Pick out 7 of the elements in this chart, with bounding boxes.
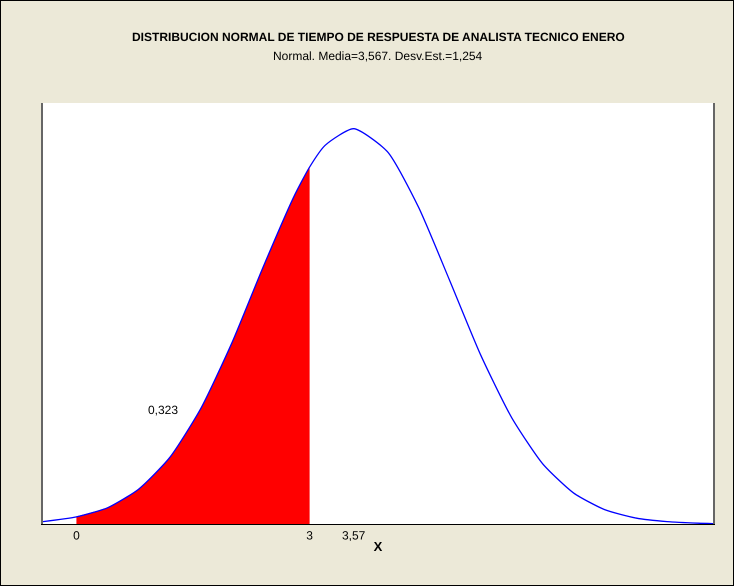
x-tick-label: 3,57 — [342, 528, 366, 542]
x-axis-title: X — [374, 539, 383, 554]
x-tick-label: 0 — [73, 528, 80, 542]
annotation: 0,323 — [148, 403, 178, 417]
chart-title: DISTRIBUCION NORMAL DE TIEMPO DE RESPUESTA DE ANALISTA TECNICO ENERO — [132, 30, 625, 44]
x-tick-label: 3 — [306, 528, 314, 542]
chart-subtitle: Normal. Media=3,567. Desv.Est.=1,254 — [273, 49, 483, 63]
